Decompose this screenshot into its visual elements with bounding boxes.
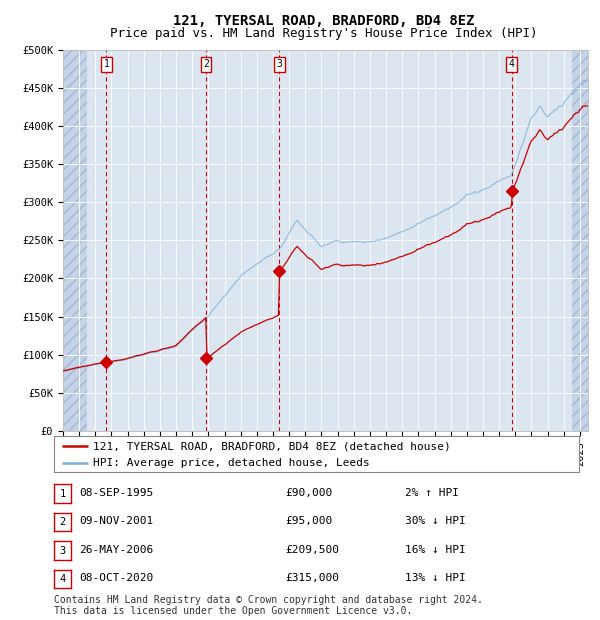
Text: Contains HM Land Registry data © Crown copyright and database right 2024.
This d: Contains HM Land Registry data © Crown c… (54, 595, 483, 616)
Text: 1: 1 (59, 489, 65, 498)
Text: 26-MAY-2006: 26-MAY-2006 (79, 545, 154, 555)
Bar (63, 50, 87, 431)
Text: 09-NOV-2001: 09-NOV-2001 (79, 516, 154, 526)
Text: £90,000: £90,000 (285, 488, 332, 498)
Text: £209,500: £209,500 (285, 545, 339, 555)
Text: HPI: Average price, detached house, Leeds: HPI: Average price, detached house, Leed… (94, 458, 370, 469)
Text: £95,000: £95,000 (285, 516, 332, 526)
Text: 13% ↓ HPI: 13% ↓ HPI (405, 574, 466, 583)
Text: 3: 3 (277, 59, 283, 69)
Text: 08-OCT-2020: 08-OCT-2020 (79, 574, 154, 583)
Text: 4: 4 (509, 59, 515, 69)
Text: 2: 2 (59, 517, 65, 527)
Text: 121, TYERSAL ROAD, BRADFORD, BD4 8EZ (detached house): 121, TYERSAL ROAD, BRADFORD, BD4 8EZ (de… (94, 441, 451, 451)
Text: 2: 2 (203, 59, 209, 69)
Text: £315,000: £315,000 (285, 574, 339, 583)
Text: 16% ↓ HPI: 16% ↓ HPI (405, 545, 466, 555)
Text: 4: 4 (59, 574, 65, 584)
Text: 08-SEP-1995: 08-SEP-1995 (79, 488, 154, 498)
Text: 1: 1 (104, 59, 109, 69)
Text: 2% ↑ HPI: 2% ↑ HPI (405, 488, 459, 498)
Text: 121, TYERSAL ROAD, BRADFORD, BD4 8EZ: 121, TYERSAL ROAD, BRADFORD, BD4 8EZ (173, 14, 475, 29)
Text: 30% ↓ HPI: 30% ↓ HPI (405, 516, 466, 526)
Bar (572, 50, 588, 431)
Text: 3: 3 (59, 546, 65, 556)
Text: Price paid vs. HM Land Registry's House Price Index (HPI): Price paid vs. HM Land Registry's House … (110, 27, 538, 40)
